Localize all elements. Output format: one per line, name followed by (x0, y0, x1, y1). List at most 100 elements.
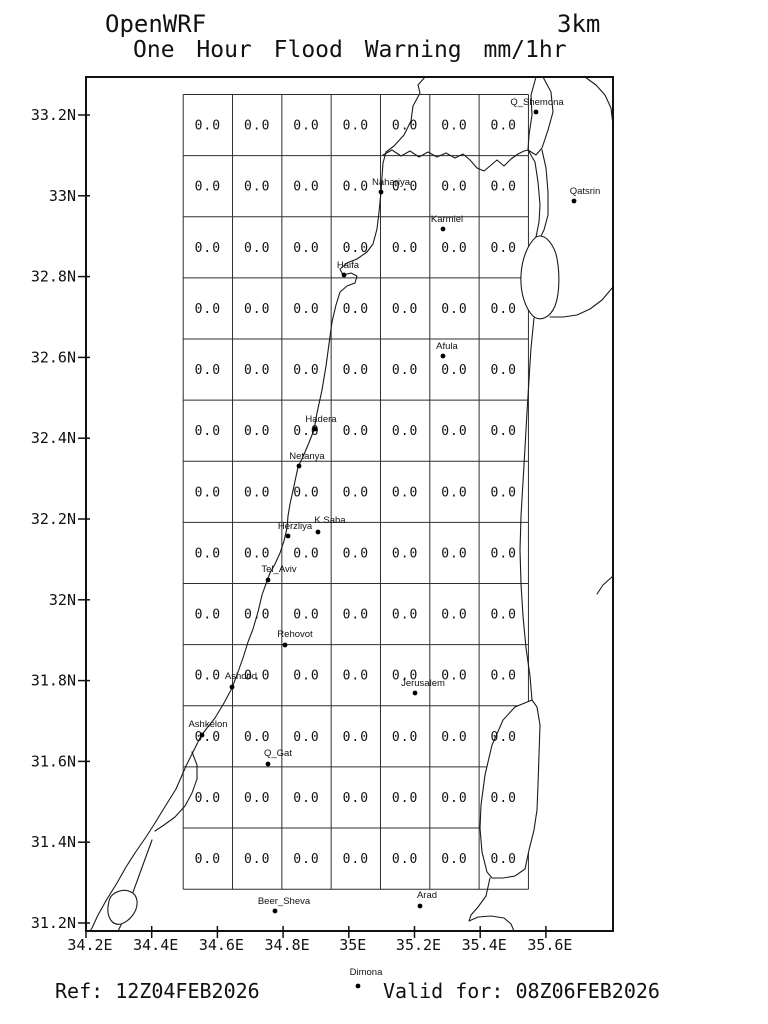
grid-cell-value: 0.0 (441, 485, 467, 500)
lat-tick-label: 32.4N (31, 429, 76, 447)
lon-tick-label: 35.4E (462, 936, 507, 954)
grid-cell-value: 0.0 (441, 302, 467, 317)
grid-cell-value: 0.0 (343, 485, 369, 500)
lat-tick-label: 32.2N (31, 510, 76, 528)
lat-tick-label: 33N (49, 187, 76, 205)
city-dot (440, 353, 446, 359)
lon-tick-label: 34.6E (199, 936, 244, 954)
grid-cell-value: 0.0 (491, 852, 517, 867)
grid-cell-value: 0.0 (491, 791, 517, 806)
grid-cell-value: 0.0 (195, 119, 221, 134)
city-label: Arad (417, 890, 437, 901)
grid-cell-value: 0.0 (293, 730, 319, 745)
city-dot (282, 642, 288, 648)
city-dot (312, 426, 318, 432)
lat-tick-label: 33.2N (31, 106, 76, 124)
city-dot (265, 577, 271, 583)
lat-tick-label: 31.8N (31, 672, 76, 690)
resolution-label: 3km (557, 10, 601, 38)
grid-cell-value: 0.0 (392, 669, 418, 684)
grid-cell-value: 0.0 (392, 119, 418, 134)
city-dot (417, 903, 423, 909)
grid-cell-value: 0.0 (343, 852, 369, 867)
grid-cell-value: 0.0 (293, 363, 319, 378)
grid-cell-value: 0.0 (195, 302, 221, 317)
grid-cell-value: 0.0 (293, 485, 319, 500)
grid-cell-value: 0.0 (195, 241, 221, 256)
city-dot (341, 272, 347, 278)
grid-cell-value: 0.0 (491, 302, 517, 317)
grid-cell-value: 0.0 (195, 669, 221, 684)
grid-cell-value: 0.0 (195, 180, 221, 195)
grid-cell-value: 0.0 (244, 241, 270, 256)
city-dot (571, 198, 577, 204)
grid-cell-value: 0.0 (343, 241, 369, 256)
model-title: OpenWRF (105, 10, 207, 38)
city-dot (229, 684, 235, 690)
grid-cell-value: 0.0 (491, 730, 517, 745)
grid-cell-value: 0.0 (392, 424, 418, 439)
grid-cell-value: 0.0 (343, 302, 369, 317)
grid-cell-value: 0.0 (392, 363, 418, 378)
grid-cell-value: 0.0 (441, 363, 467, 378)
grid-cell-value: 0.0 (392, 302, 418, 317)
grid-cell-value: 0.0 (392, 241, 418, 256)
golan-west-border (527, 76, 537, 151)
lat-tick-label: 32.6N (31, 348, 76, 366)
grid-cell-value: 0.0 (293, 608, 319, 623)
city-label: Karmiel (431, 214, 463, 225)
grid-cell-value: 0.0 (441, 669, 467, 684)
city-dot (315, 529, 321, 535)
grid-cell-value: 0.0 (343, 424, 369, 439)
grid-cell-value: 0.0 (343, 791, 369, 806)
grid-cell-value: 0.0 (244, 546, 270, 561)
lon-tick-label: 34.2E (67, 936, 112, 954)
city-label: Hadera (305, 414, 337, 425)
city-dot (265, 761, 271, 767)
jordan-valley-west (527, 149, 541, 238)
lon-tick-label: 34.8E (265, 936, 310, 954)
grid-cell-value: 0.0 (195, 852, 221, 867)
lon-tick-label: 34.4E (133, 936, 178, 954)
grid-cell-value: 0.0 (244, 180, 270, 195)
lat-tick-label: 32N (49, 591, 76, 609)
jordan-river-south (519, 317, 535, 701)
city-dot (440, 226, 446, 232)
city-dot (296, 463, 302, 469)
grid-cell-value: 0.0 (343, 608, 369, 623)
city-dot (272, 908, 278, 914)
south-border-loop (107, 889, 138, 925)
grid-cell-value: 0.0 (491, 241, 517, 256)
grid-cell-value: 0.0 (244, 669, 270, 684)
golan-east-border (527, 76, 554, 156)
grid-cell-value: 0.0 (343, 363, 369, 378)
lat-tick-label: 31.2N (31, 914, 76, 932)
grid-cell-value: 0.0 (293, 546, 319, 561)
grid-cell-value: 0.0 (244, 302, 270, 317)
grid-cell-value: 0.0 (293, 852, 319, 867)
grid-cell-value: 0.0 (293, 302, 319, 317)
plot-subtitle: One Hour Flood Warning mm/1hr (133, 37, 567, 63)
grid-cell-value: 0.0 (195, 363, 221, 378)
city-markers-layer: Q_Shemona Qatsrin Nahariya Karmiel Haifa Aful… (188, 97, 600, 989)
grid-cell-value: 0.0 (343, 180, 369, 195)
city-dot (355, 983, 361, 989)
grid-cell-value: 0.0 (195, 791, 221, 806)
geography-layer (89, 76, 614, 932)
grid-cell-value: 0.0 (244, 608, 270, 623)
grid-cell-value: 0.0 (195, 485, 221, 500)
grid-cell-value: 0.0 (244, 485, 270, 500)
grid-cell-value: 0.0 (441, 241, 467, 256)
city-dot (533, 109, 539, 115)
city-label: Netanya (289, 451, 325, 462)
grid-cell-value: 0.0 (244, 119, 270, 134)
lat-tick-label: 32.8N (31, 268, 76, 286)
city-label: Ashkelon (188, 719, 227, 730)
lebanon-border-path (382, 149, 529, 172)
grid-cell-value: 0.0 (441, 791, 467, 806)
grid-cell-value: 0.0 (343, 119, 369, 134)
grid-cell-value: 0.0 (293, 669, 319, 684)
grid-cell-value: 0.0 (392, 608, 418, 623)
city-label: Afula (436, 341, 458, 352)
grid-cell-value: 0.0 (392, 852, 418, 867)
